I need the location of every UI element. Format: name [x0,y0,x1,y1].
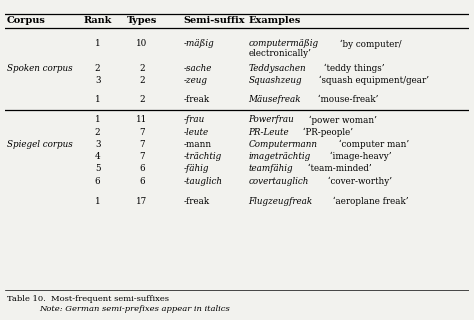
Text: Computermann: Computermann [248,140,318,149]
Text: 2: 2 [95,64,100,73]
Text: -freak: -freak [183,95,210,104]
Text: 1: 1 [95,95,100,104]
Text: ‘cover-worthy’: ‘cover-worthy’ [325,176,392,186]
Text: covertauglich: covertauglich [248,177,309,186]
Text: ‘image-heavy’: ‘image-heavy’ [328,152,392,161]
Text: PR-Leute: PR-Leute [248,128,289,137]
Text: Squashzeug: Squashzeug [248,76,302,85]
Text: Corpus: Corpus [7,16,46,25]
Text: Spoken corpus: Spoken corpus [7,64,73,73]
Text: ‘power woman’: ‘power woman’ [307,115,377,124]
Text: -trächtig: -trächtig [183,152,222,161]
Text: -mann: -mann [183,140,212,149]
Text: imageträchtig: imageträchtig [248,152,311,161]
Text: -tauglich: -tauglich [183,177,223,186]
Text: ‘squash equipment/gear’: ‘squash equipment/gear’ [317,76,429,85]
Text: 6: 6 [95,177,100,186]
Text: Teddysachen: Teddysachen [248,64,306,73]
Text: Flugzeugfreak: Flugzeugfreak [248,197,313,206]
Text: 6: 6 [139,164,145,173]
Text: 2: 2 [139,76,145,85]
Text: -leute: -leute [183,128,209,137]
Text: 7: 7 [139,128,145,137]
Text: 1: 1 [95,197,100,206]
Text: 17: 17 [136,197,147,206]
Text: Note: German semi-prefixes appear in italics: Note: German semi-prefixes appear in ita… [39,305,230,313]
Text: 1: 1 [95,39,100,48]
Text: 2: 2 [139,95,145,104]
Text: 2: 2 [95,128,100,137]
Text: Mäusefreak: Mäusefreak [248,95,301,104]
Text: 3: 3 [95,140,100,149]
Text: ‘computer man’: ‘computer man’ [336,140,409,149]
Text: 7: 7 [139,140,145,149]
Text: 7: 7 [139,152,145,161]
Text: -sache: -sache [183,64,212,73]
Text: electronically’: electronically’ [248,49,311,58]
Text: 4: 4 [95,152,100,161]
Text: Powerfrau: Powerfrau [248,115,294,124]
Text: -zeug: -zeug [183,76,208,85]
Text: teamfähig: teamfähig [248,164,293,173]
Text: Rank: Rank [83,16,112,25]
Text: computermäßig: computermäßig [248,39,319,48]
Text: 2: 2 [139,64,145,73]
Text: -freak: -freak [183,197,210,206]
Text: Types: Types [127,16,157,25]
Text: ‘aeroplane freak’: ‘aeroplane freak’ [330,197,408,206]
Text: ‘team-minded’: ‘team-minded’ [305,164,372,173]
Text: -mäßig: -mäßig [183,39,214,48]
Text: -frau: -frau [183,115,205,124]
Text: 10: 10 [136,39,147,48]
Text: ‘PR-people’: ‘PR-people’ [300,127,353,137]
Text: Examples: Examples [248,16,301,25]
Text: Semi-suffix: Semi-suffix [183,16,245,25]
Text: Spiegel corpus: Spiegel corpus [7,140,73,149]
Text: -fähig: -fähig [183,164,209,173]
Text: ‘teddy things’: ‘teddy things’ [321,63,385,73]
Text: 11: 11 [136,115,147,124]
Text: ‘by computer/: ‘by computer/ [337,39,402,49]
Text: Table 10.  Most-frequent semi-suffixes: Table 10. Most-frequent semi-suffixes [7,295,169,303]
Text: 6: 6 [139,177,145,186]
Text: 1: 1 [95,115,100,124]
Text: 5: 5 [95,164,100,173]
Text: 3: 3 [95,76,100,85]
Text: ‘mouse-freak’: ‘mouse-freak’ [315,95,379,104]
